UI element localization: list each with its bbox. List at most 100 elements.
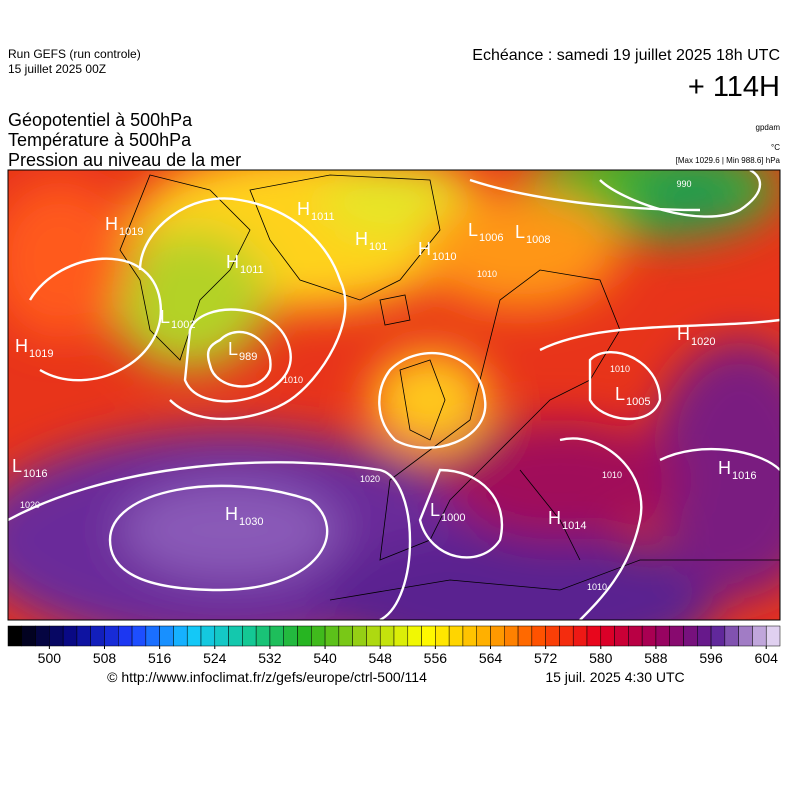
colorbar-swatch: [145, 625, 160, 647]
center-type: L: [515, 222, 525, 242]
colorbar-swatch: [490, 625, 505, 647]
colorbar-tick-label: 588: [644, 650, 668, 666]
map-frame: [7, 169, 781, 621]
colorbar-swatch: [517, 625, 533, 647]
center-value: 1011: [311, 211, 335, 223]
isobar-label: 1020: [360, 474, 380, 484]
colorbar-swatch: [311, 625, 326, 647]
center-type: H: [226, 252, 239, 272]
colorbar-swatch: [131, 625, 147, 647]
colorbar-swatch: [738, 625, 753, 647]
colorbar-swatch: [628, 625, 643, 647]
title: Pression au niveau de la mer: [8, 150, 241, 170]
colorbar-swatch: [21, 625, 36, 647]
colorbar-swatch: [435, 625, 450, 647]
colorbar-swatch: [186, 625, 202, 647]
center-value: 1005: [626, 396, 650, 408]
colorbar-tick-label: 500: [38, 650, 62, 666]
center-value: 1016: [732, 470, 756, 482]
colorbar-swatch: [600, 625, 615, 647]
colorbar-tick-label: 540: [313, 650, 337, 666]
source: © http://www.infoclimat.fr/z/gefs/europe…: [107, 669, 427, 685]
isobar-label: 1010: [283, 375, 303, 385]
center-value: 1020: [691, 336, 715, 348]
lead-time: + 114H: [688, 71, 780, 103]
center-value: 1014: [562, 520, 586, 532]
colorbar-swatch: [655, 625, 670, 647]
colorbar-tick-label: 564: [479, 650, 503, 666]
colorbar-swatch: [641, 625, 657, 647]
title: Géopotentiel à 500hPa: [8, 110, 193, 130]
colorbar-swatch: [242, 625, 257, 647]
colorbar-swatch: [710, 625, 726, 647]
isobar-label: 1010: [477, 269, 497, 279]
colorbar-swatch: [338, 625, 353, 647]
colorbar-swatch: [324, 625, 340, 647]
colorbar-swatch: [49, 625, 64, 647]
colorbar-tick-label: 580: [589, 650, 613, 666]
center-type: H: [297, 199, 310, 219]
run-date: 15 juillet 2025 00Z: [8, 62, 106, 76]
colorbar-swatch: [228, 625, 243, 647]
center-value: 1019: [119, 226, 143, 238]
issued: 15 juil. 2025 4:30 UTC: [545, 669, 684, 685]
colorbar-swatch: [7, 625, 23, 647]
center-type: L: [12, 456, 22, 476]
colorbar-swatch: [62, 625, 78, 647]
colorbar-swatch: [118, 625, 133, 647]
colorbar-tick-label: 524: [203, 650, 227, 666]
center-type: H: [15, 336, 28, 356]
isobar-label: 1010: [587, 582, 607, 592]
center-type: L: [160, 307, 170, 327]
colorbar-swatch: [504, 625, 519, 647]
center-type: H: [677, 324, 690, 344]
center-value: 1010: [432, 251, 456, 263]
colorbar-swatch: [159, 625, 174, 647]
colorbar-swatch: [407, 625, 422, 647]
colorbar-swatch: [104, 625, 119, 647]
isobar-label: 1010: [610, 364, 630, 374]
colorbar-swatch: [559, 625, 574, 647]
center-type: H: [225, 504, 238, 524]
colorbar-swatch: [421, 625, 436, 647]
colorbar-swatch: [200, 625, 216, 647]
title: Température à 500hPa: [8, 130, 192, 150]
center-value: 1016: [23, 468, 47, 480]
center-type: H: [355, 229, 368, 249]
colorbar-swatch: [255, 625, 271, 647]
colorbar: 500 508 516 524 532 540 548 556 564 572 580 588 596 6…: [7, 625, 781, 666]
colorbar-swatch: [545, 625, 560, 647]
center-type: H: [105, 214, 118, 234]
colorbar-swatch: [393, 625, 409, 647]
colorbar-swatch: [173, 625, 188, 647]
center-type: H: [548, 508, 561, 528]
colorbar-swatch: [90, 625, 105, 647]
isobar-label: 990: [676, 179, 691, 189]
colorbar-swatch: [352, 625, 367, 647]
colorbar-swatch: [586, 625, 602, 647]
center-type: H: [718, 458, 731, 478]
unit: [Max 1029.6 | Min 988.6] hPa: [676, 156, 781, 165]
center-type: L: [430, 500, 440, 520]
colorbar-swatch: [683, 625, 698, 647]
colorbar-swatch: [297, 625, 312, 647]
colorbar-tick-label: 548: [369, 650, 393, 666]
map: [8, 170, 780, 620]
colorbar-swatch: [572, 625, 588, 647]
center-value: 1030: [239, 516, 263, 528]
center-value: 1002: [171, 319, 195, 331]
colorbar-swatch: [669, 625, 684, 647]
colorbar-swatch: [752, 625, 767, 647]
center-type: H: [418, 239, 431, 259]
colorbar-swatch: [214, 625, 229, 647]
colorbar-swatch: [614, 625, 629, 647]
colorbar-swatch: [35, 625, 50, 647]
center-value: 989: [239, 351, 257, 363]
center-value: 1000: [441, 512, 465, 524]
center-type: L: [228, 339, 238, 359]
colorbar-swatch: [697, 625, 712, 647]
center-value: 1019: [29, 348, 53, 360]
valid-time: Echéance : samedi 19 juillet 2025 18h UT…: [472, 47, 780, 64]
colorbar-tick-label: 596: [699, 650, 723, 666]
center-value: 1006: [479, 232, 503, 244]
